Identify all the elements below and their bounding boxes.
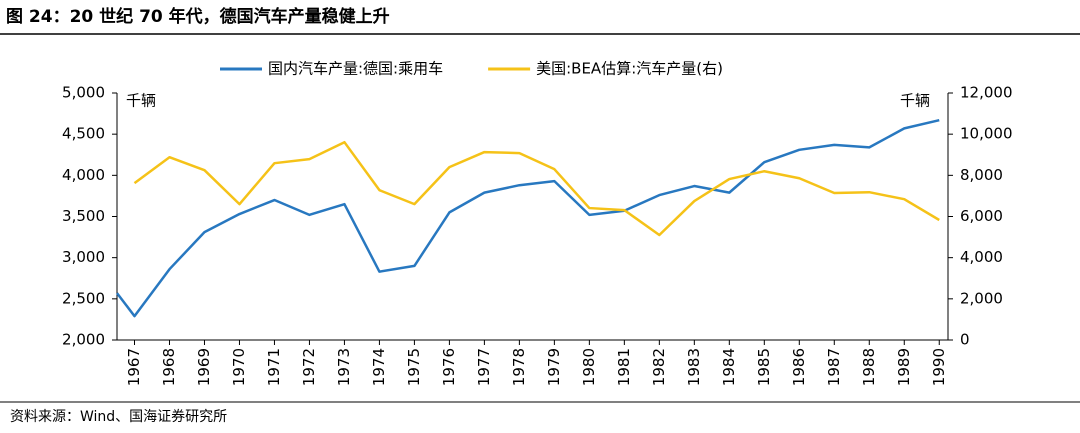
y-tick-label: 4,500 bbox=[62, 125, 105, 143]
x-tick-label: 1975 bbox=[405, 348, 423, 386]
y2-tick-label: 4,000 bbox=[960, 248, 1003, 266]
y2-tick-label: 12,000 bbox=[960, 84, 1013, 102]
x-tick-label: 1967 bbox=[125, 348, 143, 386]
y2-tick-label: 10,000 bbox=[960, 125, 1013, 143]
source: 资料来源：Wind、国海证券研究所 bbox=[10, 409, 227, 425]
y2-tick-label: 0 bbox=[960, 331, 970, 349]
x-tick-label: 1989 bbox=[895, 348, 913, 386]
x-tick-label: 1972 bbox=[300, 348, 318, 386]
x-tick-label: 1982 bbox=[650, 348, 668, 386]
y2-unit: 千辆 bbox=[900, 92, 930, 110]
x-tick-label: 1976 bbox=[440, 348, 458, 386]
legend-label: 国内汽车产量:德国:乘用车 bbox=[268, 60, 443, 78]
legend-label: 美国:BEA估算:汽车产量(右) bbox=[536, 60, 723, 78]
x-tick-label: 1985 bbox=[755, 348, 773, 386]
x-tick-label: 1981 bbox=[615, 348, 633, 386]
x-tick-label: 1986 bbox=[790, 348, 808, 386]
series-line bbox=[133, 140, 940, 237]
chart-title: 图 24：20 世纪 70 年代，德国汽车产量稳健上升 bbox=[6, 6, 390, 27]
series-line bbox=[116, 118, 940, 318]
x-tick-label: 1974 bbox=[370, 348, 388, 386]
x-tick-label: 1980 bbox=[580, 348, 598, 386]
x-tick-label: 1971 bbox=[265, 348, 283, 386]
x-tick-label: 1978 bbox=[510, 348, 528, 386]
y-tick-label: 3,000 bbox=[62, 248, 105, 266]
y-unit: 千辆 bbox=[126, 92, 156, 110]
x-tick-label: 1984 bbox=[720, 348, 738, 386]
y2-tick-label: 2,000 bbox=[960, 289, 1003, 307]
x-tick-label: 1983 bbox=[685, 348, 703, 386]
x-tick-label: 1969 bbox=[195, 348, 213, 386]
x-tick-label: 1968 bbox=[160, 348, 178, 386]
x-tick-label: 1973 bbox=[335, 348, 353, 386]
y-tick-label: 5,000 bbox=[62, 84, 105, 102]
x-tick-label: 1990 bbox=[930, 348, 948, 386]
x-tick-label: 1979 bbox=[545, 348, 563, 386]
x-tick-label: 1970 bbox=[230, 348, 248, 386]
x-tick-label: 1988 bbox=[860, 348, 878, 386]
x-tick-label: 1977 bbox=[475, 348, 493, 386]
y-tick-label: 2,500 bbox=[62, 289, 105, 307]
y-tick-label: 3,500 bbox=[62, 207, 105, 225]
y-tick-label: 4,000 bbox=[62, 166, 105, 184]
y2-tick-label: 8,000 bbox=[960, 166, 1003, 184]
x-tick-label: 1987 bbox=[825, 348, 843, 386]
y2-tick-label: 6,000 bbox=[960, 207, 1003, 225]
y-tick-label: 2,000 bbox=[62, 331, 105, 349]
